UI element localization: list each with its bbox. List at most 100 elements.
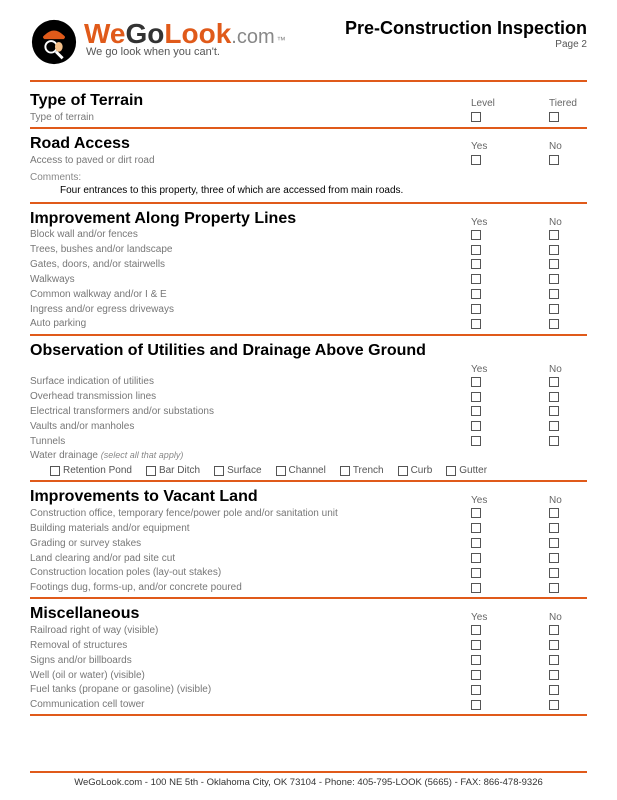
item-row: Signs and/or billboards xyxy=(30,653,587,668)
checkbox-no[interactable] xyxy=(549,230,559,240)
checkbox-yes[interactable] xyxy=(471,319,481,329)
divider xyxy=(30,202,587,204)
checkbox-no[interactable] xyxy=(549,392,559,402)
brand-tm: ™ xyxy=(277,35,286,45)
checkbox-option[interactable] xyxy=(214,466,224,476)
checkbox-option[interactable] xyxy=(276,466,286,476)
item-row: Removal of structures xyxy=(30,638,587,653)
checkbox-no[interactable] xyxy=(549,319,559,329)
checkbox-yes[interactable] xyxy=(471,259,481,269)
item-label: Gates, doors, and/or stairwells xyxy=(30,258,471,272)
item-label: Signs and/or billboards xyxy=(30,654,471,668)
page-header: WeGoLook.com™ We go look when you can't.… xyxy=(30,18,587,66)
checkbox-tiered[interactable] xyxy=(549,112,559,122)
checkbox-no[interactable] xyxy=(549,289,559,299)
drainage-option[interactable]: Gutter xyxy=(446,465,487,476)
checkbox-no[interactable] xyxy=(549,670,559,680)
drainage-option[interactable]: Curb xyxy=(398,465,433,476)
checkbox-no[interactable] xyxy=(549,245,559,255)
checkbox-yes[interactable] xyxy=(471,685,481,695)
item-row: Well (oil or water) (visible) xyxy=(30,668,587,683)
checkbox-no[interactable] xyxy=(549,436,559,446)
checkbox-no[interactable] xyxy=(549,568,559,578)
checkbox-no[interactable] xyxy=(549,155,559,165)
checkbox-yes[interactable] xyxy=(471,625,481,635)
checkbox-yes[interactable] xyxy=(471,230,481,240)
checkbox-no[interactable] xyxy=(549,625,559,635)
checkbox-no[interactable] xyxy=(549,508,559,518)
checkbox-no[interactable] xyxy=(549,553,559,563)
item-row: Common walkway and/or I & E xyxy=(30,287,587,302)
item-row: Vaults and/or manholes xyxy=(30,419,587,434)
checkbox-no[interactable] xyxy=(549,640,559,650)
checkbox-option[interactable] xyxy=(340,466,350,476)
checkbox-yes[interactable] xyxy=(471,553,481,563)
option-label: Trench xyxy=(353,465,384,476)
option-label: Curb xyxy=(411,465,433,476)
checkbox-no[interactable] xyxy=(549,700,559,710)
section-property-lines: Improvement Along Property Lines Yes No … xyxy=(30,210,587,332)
drainage-option[interactable]: Channel xyxy=(276,465,326,476)
col-header: Yes xyxy=(471,364,509,375)
item-label: Removal of structures xyxy=(30,639,471,653)
item-row: Building materials and/or equipment xyxy=(30,521,587,536)
section-title: Road Access xyxy=(30,135,130,153)
checkbox-yes[interactable] xyxy=(471,583,481,593)
drainage-option[interactable]: Retention Pond xyxy=(50,465,132,476)
footer-text: WeGoLook.com - 100 NE 5th - Oklahoma Cit… xyxy=(30,777,587,788)
checkbox-yes[interactable] xyxy=(471,508,481,518)
checkbox-yes[interactable] xyxy=(471,421,481,431)
checkbox-no[interactable] xyxy=(549,274,559,284)
checkbox-no[interactable] xyxy=(549,406,559,416)
checkbox-yes[interactable] xyxy=(471,289,481,299)
checkbox-no[interactable] xyxy=(549,538,559,548)
col-header: Yes xyxy=(471,495,509,506)
checkbox-yes[interactable] xyxy=(471,377,481,387)
checkbox-option[interactable] xyxy=(398,466,408,476)
item-label: Auto parking xyxy=(30,317,471,331)
divider xyxy=(30,771,587,773)
col-header: No xyxy=(549,495,587,506)
comments-text: Four entrances to this property, three o… xyxy=(30,183,587,200)
col-header: Tiered xyxy=(549,98,587,109)
checkbox-yes[interactable] xyxy=(471,700,481,710)
drainage-option[interactable]: Bar Ditch xyxy=(146,465,200,476)
item-label: Fuel tanks (propane or gasoline) (visibl… xyxy=(30,683,471,697)
item-label: Overhead transmission lines xyxy=(30,390,471,404)
drainage-option[interactable]: Trench xyxy=(340,465,384,476)
checkbox-no[interactable] xyxy=(549,304,559,314)
checkbox-option[interactable] xyxy=(146,466,156,476)
checkbox-yes[interactable] xyxy=(471,670,481,680)
checkbox-yes[interactable] xyxy=(471,523,481,533)
checkbox-no[interactable] xyxy=(549,523,559,533)
checkbox-yes[interactable] xyxy=(471,640,481,650)
section-utilities: Observation of Utilities and Drainage Ab… xyxy=(30,342,587,479)
checkbox-option[interactable] xyxy=(446,466,456,476)
section-road-access: Road Access Yes No Access to paved or di… xyxy=(30,135,587,200)
checkbox-yes[interactable] xyxy=(471,436,481,446)
checkbox-no[interactable] xyxy=(549,583,559,593)
checkbox-yes[interactable] xyxy=(471,245,481,255)
checkbox-no[interactable] xyxy=(549,421,559,431)
checkbox-yes[interactable] xyxy=(471,538,481,548)
checkbox-yes[interactable] xyxy=(471,406,481,416)
item-row: Construction location poles (lay-out sta… xyxy=(30,566,587,581)
checkbox-yes[interactable] xyxy=(471,655,481,665)
drainage-option[interactable]: Surface xyxy=(214,465,261,476)
option-label: Retention Pond xyxy=(63,465,132,476)
checkbox-no[interactable] xyxy=(549,685,559,695)
checkbox-no[interactable] xyxy=(549,655,559,665)
checkbox-yes[interactable] xyxy=(471,568,481,578)
checkbox-level[interactable] xyxy=(471,112,481,122)
item-row: Trees, bushes and/or landscape xyxy=(30,243,587,258)
checkbox-yes[interactable] xyxy=(471,155,481,165)
item-row: Surface indication of utilities xyxy=(30,375,587,390)
checkbox-yes[interactable] xyxy=(471,274,481,284)
item-row: Fuel tanks (propane or gasoline) (visibl… xyxy=(30,683,587,698)
checkbox-no[interactable] xyxy=(549,259,559,269)
checkbox-option[interactable] xyxy=(50,466,60,476)
checkbox-yes[interactable] xyxy=(471,304,481,314)
item-label: Type of terrain xyxy=(30,111,471,125)
checkbox-no[interactable] xyxy=(549,377,559,387)
checkbox-yes[interactable] xyxy=(471,392,481,402)
